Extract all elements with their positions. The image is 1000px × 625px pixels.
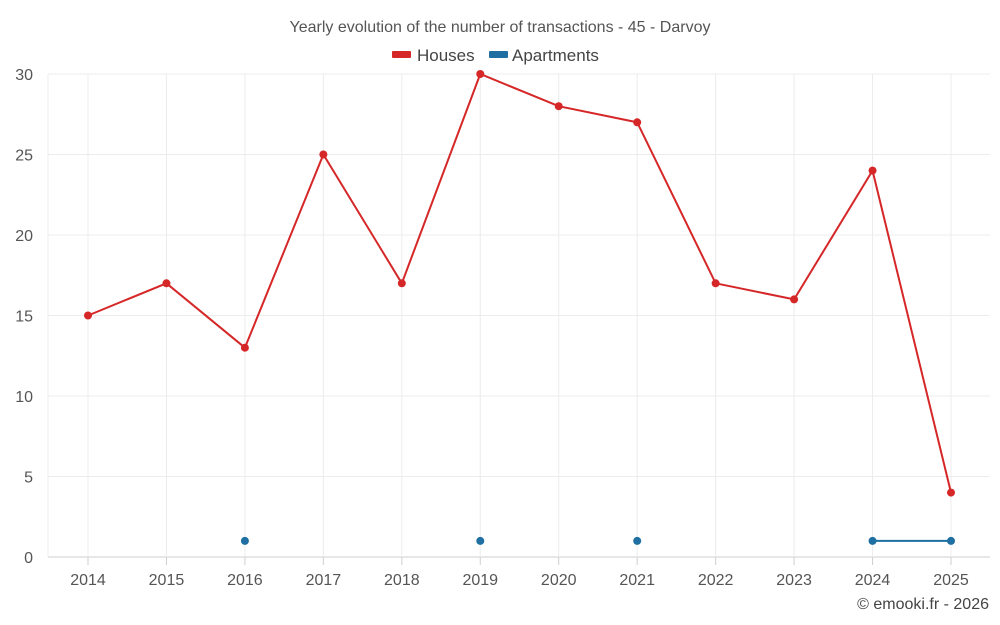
x-tick-label: 2020 <box>541 572 577 589</box>
data-point <box>397 279 406 288</box>
legend-swatch <box>392 51 411 58</box>
data-point <box>240 343 249 352</box>
x-tick-label: 2022 <box>698 572 734 589</box>
data-point <box>868 536 877 545</box>
series-apartments <box>240 536 955 545</box>
data-point <box>554 102 563 111</box>
y-axis: 0 5 10 15 20 25 30 <box>15 67 33 567</box>
y-tick-label: 20 <box>15 228 33 245</box>
y-tick-label: 15 <box>15 309 33 326</box>
grid-lines <box>47 73 990 558</box>
series-layer <box>84 70 955 545</box>
x-tick-label: 2015 <box>149 572 185 589</box>
x-tick-label: 2025 <box>933 572 969 589</box>
series-houses <box>84 70 955 497</box>
x-tick-label: 2021 <box>619 572 655 589</box>
data-point <box>790 295 799 304</box>
data-point <box>476 70 485 78</box>
x-tick-label: 2023 <box>776 572 812 589</box>
legend: Houses Apartments <box>392 46 599 65</box>
x-tick-label: 2024 <box>855 572 891 589</box>
data-point <box>162 279 171 288</box>
data-point <box>240 536 249 545</box>
data-point <box>711 279 720 288</box>
x-tick-label: 2014 <box>70 572 106 589</box>
y-tick-label: 5 <box>24 470 33 487</box>
data-point <box>868 166 877 175</box>
chart-title: Yearly evolution of the number of transa… <box>290 19 711 36</box>
x-tick-label: 2016 <box>227 572 263 589</box>
legend-swatch <box>489 51 508 58</box>
y-tick-label: 25 <box>15 148 33 165</box>
x-axis: 2014 2015 2016 2017 2018 2019 2020 2021 2022 2023… <box>70 557 969 589</box>
y-tick-label: 10 <box>15 389 33 406</box>
data-point <box>633 118 642 127</box>
y-tick-label: 0 <box>24 550 33 567</box>
series-line <box>87 72 952 493</box>
legend-label: Houses <box>417 46 475 65</box>
data-point <box>319 150 328 159</box>
y-tick-label: 30 <box>15 67 33 84</box>
legend-label: Apartments <box>512 46 599 65</box>
data-point <box>476 536 485 545</box>
x-tick-label: 2017 <box>306 572 342 589</box>
data-point <box>633 536 642 545</box>
x-tick-label: 2018 <box>384 572 420 589</box>
x-tick-label: 2019 <box>462 572 498 589</box>
data-point <box>84 311 92 320</box>
credit-text: © emooki.fr - 2026 <box>857 596 989 613</box>
data-point <box>947 536 955 545</box>
data-point <box>947 488 955 497</box>
